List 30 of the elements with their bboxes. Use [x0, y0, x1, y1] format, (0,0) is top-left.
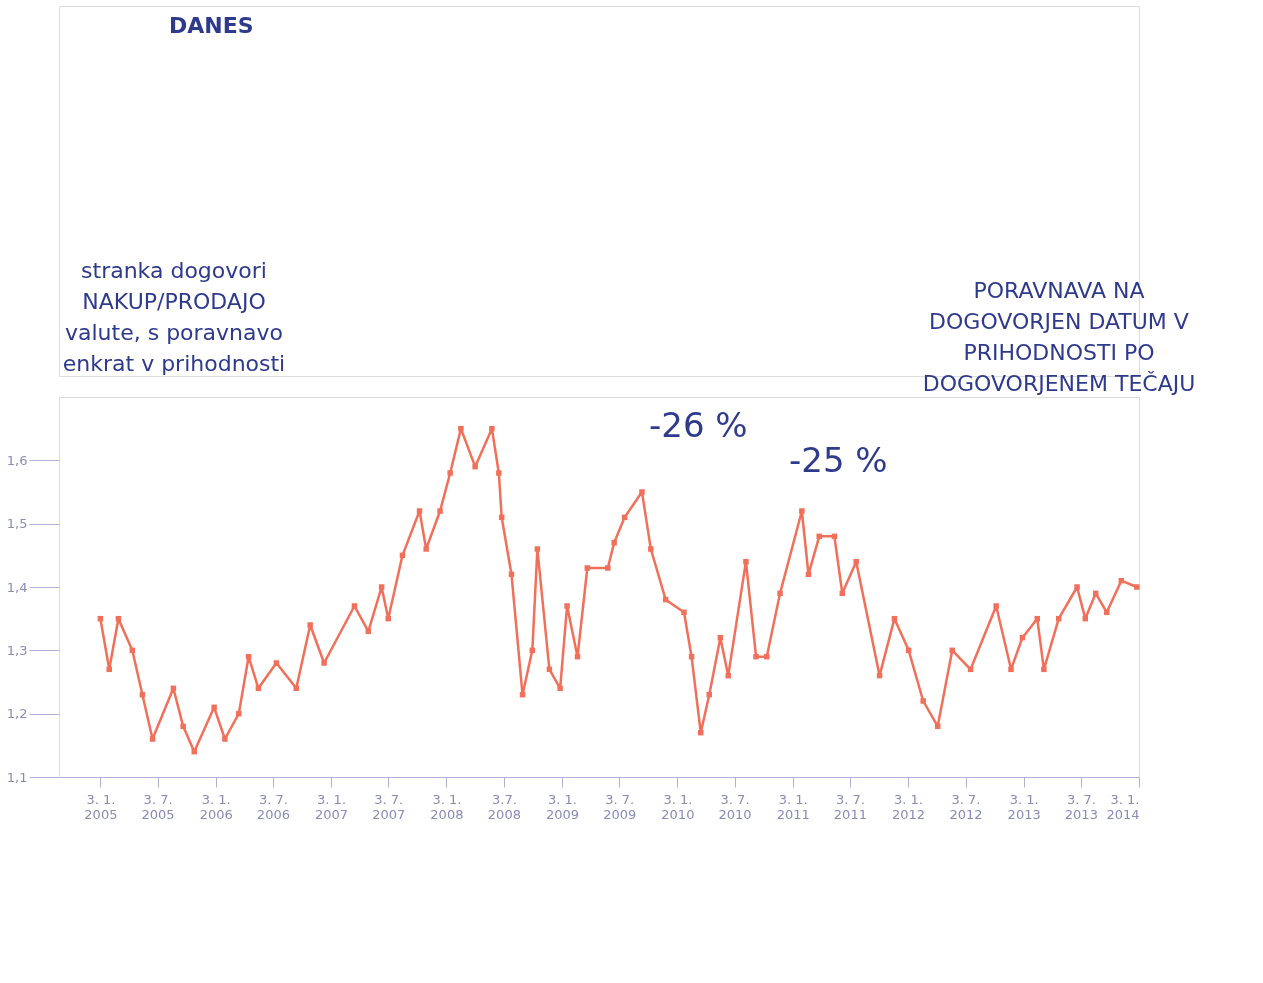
x-tick-label: 3. 1. 2014: [1106, 791, 1140, 822]
text: PORAVNAVA NA DOGOVORJEN DATUM V PRIHODNOSTI PO DOGOVORJENEM TEČAJU: [922, 278, 1196, 396]
x-tick-label: 3. 1. 2008: [430, 791, 464, 822]
x-tick-label: 3. 7. 2005: [141, 791, 175, 822]
x-tick-label: 3. 7. 2012: [949, 791, 983, 822]
text: stranka dogovori NAKUP/PRODAJO valute, s poravnavo enkrat v prihodnosti: [62, 258, 286, 376]
x-tick-label: 3. 1. 2007: [315, 791, 349, 822]
y-tick-label: 1,6: [6, 452, 28, 468]
text: DANES: [169, 13, 254, 38]
x-tick-label: 3. 1. 2006: [199, 791, 233, 822]
x-tick-label: 3. 7. 2010: [718, 791, 752, 822]
annotation: -25 %: [789, 440, 888, 480]
x-tick-label: 3. 1. 2010: [661, 791, 695, 822]
y-tick-label: 1,1: [6, 769, 28, 785]
annotation: -26 %: [649, 405, 748, 445]
x-tick-label: 3.7. 2008: [487, 791, 521, 822]
y-tick-label: 1,2: [6, 706, 28, 722]
y-tick-label: 1,5: [6, 516, 28, 532]
x-tick-label: 3. 7. 2013: [1064, 791, 1098, 822]
x-tick-label: 3. 1. 2012: [891, 791, 926, 822]
x-tick-label: 3. 7. 2009: [603, 791, 637, 822]
x-tick-label: 3. 1. 2005: [84, 791, 118, 822]
x-tick-label: 3. 7. 2006: [256, 791, 290, 822]
x-tick-label: 3. 1. 2013: [1007, 791, 1041, 822]
x-tick-label: 3. 7. 2011: [833, 791, 867, 822]
y-tick-label: 1,4: [6, 579, 28, 595]
x-tick-label: 3. 1. 2011: [776, 791, 810, 822]
y-tick-label: 1,3: [6, 642, 28, 658]
x-tick-label: 3. 7. 2007: [372, 791, 406, 822]
x-tick-label: 3. 1. 2009: [545, 791, 580, 822]
